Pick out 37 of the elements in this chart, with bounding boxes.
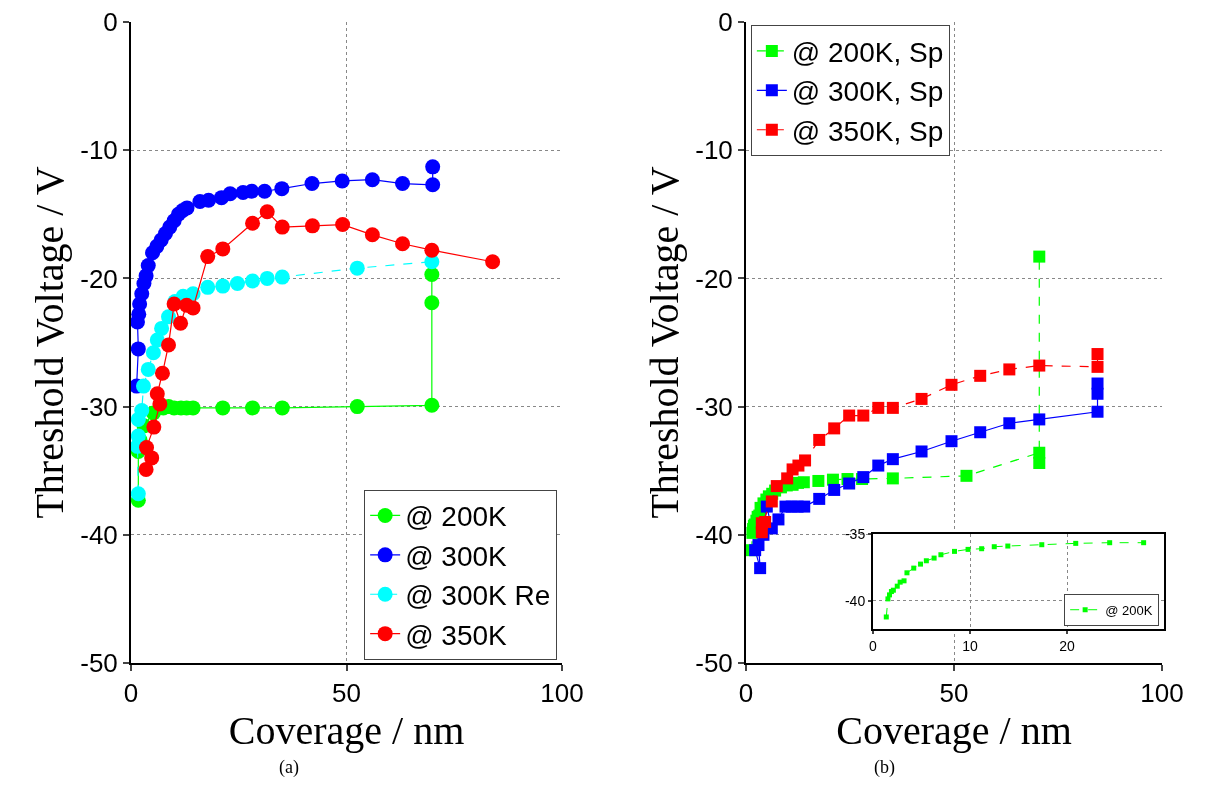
y-tick-label: -40 [844, 592, 866, 609]
y-tick-label: 0 [718, 7, 733, 38]
y-tick-label: -35 [844, 525, 866, 542]
x-tick-label: 50 [939, 678, 969, 709]
y-axis-title: Threshold Voltage / V [27, 166, 73, 519]
y-axis-title: Threshold Voltage / V [642, 166, 688, 519]
y-tick-label: -30 [80, 391, 118, 422]
legend-label: @ 300K [405, 540, 508, 572]
legend-label: @ 350K, Sp [791, 115, 944, 147]
x-axis-title: Coverage / nm [836, 708, 1072, 754]
x-tick-label: 100 [1140, 678, 1184, 709]
text: (b) [874, 757, 895, 778]
y-tick-label: -40 [695, 519, 733, 550]
legend-label: @ 200K [1105, 602, 1153, 618]
y-tick-label: -40 [80, 519, 118, 550]
x-tick-label: 0 [123, 678, 139, 709]
y-tick-label: -50 [80, 648, 118, 679]
x-tick-label: 10 [962, 637, 978, 654]
legend-label: @ 300K, Sp [791, 76, 944, 108]
y-tick-label: -50 [695, 648, 733, 679]
x-tick-label: 20 [1059, 637, 1075, 654]
y-tick-label: -10 [695, 135, 733, 166]
x-tick-label: 0 [869, 637, 878, 654]
text: (a) [279, 757, 299, 778]
legend-label: @ 300K Re [405, 580, 551, 612]
x-axis-title: Coverage / nm [228, 708, 465, 754]
legend-label: @ 200K [405, 501, 508, 533]
x-tick-label: 50 [332, 678, 361, 709]
y-tick-label: -10 [80, 135, 118, 166]
y-tick-label: -30 [695, 391, 733, 422]
legend-label: @ 350K [405, 619, 508, 651]
y-tick-label: -20 [695, 263, 733, 294]
legend-label: @ 200K, Sp [791, 36, 944, 68]
y-tick-label: -20 [80, 263, 118, 294]
x-tick-label: 100 [540, 678, 584, 709]
y-tick-label: 0 [103, 7, 118, 38]
x-tick-label: 0 [738, 678, 754, 709]
